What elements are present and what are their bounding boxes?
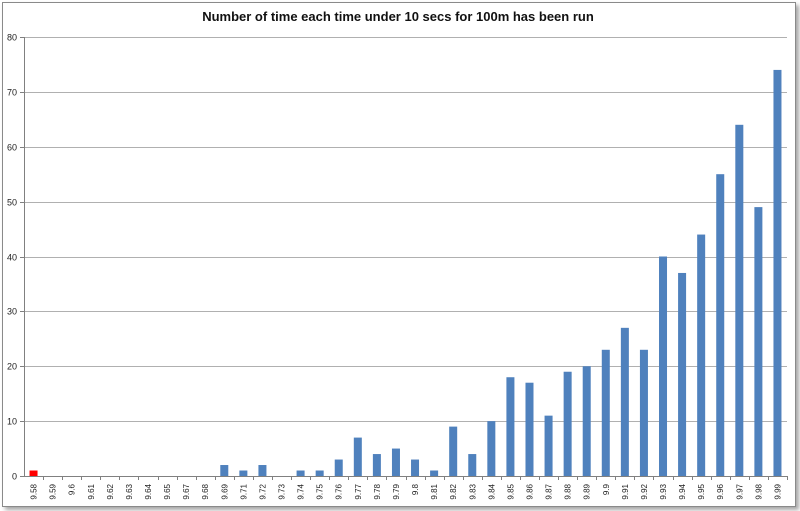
bar: [239, 470, 248, 476]
y-tick-label: 40: [7, 253, 17, 263]
x-tick-label: 9.94: [678, 483, 687, 499]
x-tick-label: 9.75: [316, 483, 325, 499]
bar: [582, 366, 591, 476]
x-tick-label: 9.99: [773, 483, 782, 499]
x-tick-label: 9.96: [716, 483, 725, 499]
x-tick-label: 9.93: [659, 483, 668, 499]
bar: [334, 459, 343, 476]
x-tick-label: 9.88: [564, 483, 573, 499]
x-tick-label: 9.84: [487, 483, 496, 499]
bar: [639, 349, 648, 476]
bar: [296, 470, 305, 476]
x-tick-label: 9.61: [87, 483, 96, 499]
bar: [372, 454, 381, 476]
x-tick-label: 9.91: [621, 483, 630, 499]
x-tick-label: 9.6: [68, 483, 77, 495]
bar: [220, 465, 229, 476]
bar: [735, 124, 744, 477]
x-tick-label: 9.79: [392, 483, 401, 499]
y-tick-label: 0: [12, 472, 17, 482]
bar: [773, 69, 782, 477]
bar: [391, 448, 400, 476]
x-tick-label: 9.58: [30, 483, 39, 499]
y-tick-label: 60: [7, 143, 17, 153]
x-tick-label: 9.78: [373, 483, 382, 499]
y-tick-label: 80: [7, 33, 17, 43]
bar: [659, 256, 668, 476]
x-tick-label: 9.67: [182, 483, 191, 499]
bar: [525, 382, 534, 476]
y-axis: 0 10 20 30 40 50 60 70 80: [7, 33, 25, 482]
y-tick-label: 20: [7, 362, 17, 372]
bar: [697, 234, 706, 476]
bar: [411, 459, 420, 476]
bar: [315, 470, 324, 476]
x-tick-label: 9.8: [411, 483, 420, 495]
x-tick-label: 9.74: [297, 483, 306, 499]
x-tick-label: 9.68: [201, 483, 210, 499]
bar: [258, 465, 267, 476]
bar: [544, 415, 553, 476]
gridlines: [24, 37, 787, 422]
chart-title: Number of time each time under 10 secs f…: [202, 9, 594, 24]
bar: [601, 349, 610, 476]
x-tick-label: 9.64: [144, 483, 153, 499]
x-axis: 9.58 9.59 9.6 9.61 9.62 9.63 9.64 9.65 9.67 9.68 9…: [24, 476, 788, 500]
bar: [353, 437, 362, 476]
x-tick-label: 9.65: [163, 483, 172, 499]
x-tick-label: 9.98: [754, 483, 763, 499]
x-tick-label: 9.63: [125, 483, 134, 499]
bar: [29, 470, 38, 476]
bar: [620, 327, 629, 476]
bar: [716, 174, 725, 476]
x-tick-label: 9.71: [239, 483, 248, 499]
x-tick-label: 9.9: [602, 483, 611, 495]
bar: [487, 421, 496, 477]
y-tick-label: 50: [7, 198, 17, 208]
x-tick-label: 9.69: [220, 483, 229, 499]
bar: [678, 272, 687, 476]
x-tick-label: 9.73: [278, 483, 287, 499]
x-tick-label: 9.97: [735, 483, 744, 499]
x-tick-label: 9.83: [468, 483, 477, 499]
bar: [468, 454, 477, 476]
x-tick-label: 9.85: [506, 483, 515, 499]
x-tick-label: 9.86: [525, 483, 534, 499]
bar: [506, 377, 515, 476]
y-tick-label: 70: [7, 88, 17, 98]
bar: [430, 470, 439, 476]
x-tick-label: 9.81: [430, 483, 439, 499]
x-tick-label: 9.92: [640, 483, 649, 499]
x-tick-label: 9.95: [697, 483, 706, 499]
x-tick-label: 9.87: [545, 483, 554, 499]
bar: [563, 371, 572, 476]
bar: [449, 426, 458, 476]
x-tick-label: 9.82: [449, 483, 458, 499]
x-tick-label: 9.62: [106, 483, 115, 499]
x-tick-label: 9.72: [258, 483, 267, 499]
x-tick-label: 9.59: [49, 483, 58, 499]
y-tick-label: 10: [7, 417, 17, 427]
x-tick-label: 9.76: [335, 483, 344, 499]
y-tick-label: 30: [7, 307, 17, 317]
bars: [29, 69, 782, 477]
bar: [754, 207, 763, 477]
x-tick-label: 9.77: [354, 483, 363, 499]
x-tick-label: 9.89: [583, 483, 592, 499]
